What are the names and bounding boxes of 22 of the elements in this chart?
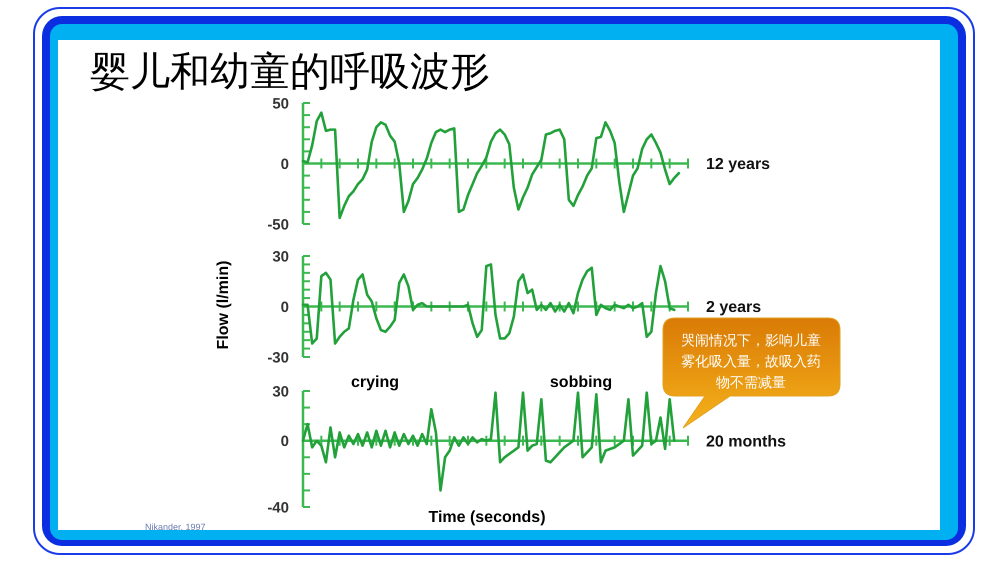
text: Nikander, 1997 [145,522,206,532]
chart-title: 婴儿和幼童的呼吸波形 [90,49,490,95]
y-axis-title: Flow (l/min) [215,260,232,350]
text: 12 years [706,156,770,174]
y-tick-label: 0 [280,298,289,316]
y-tick-label: -30 [267,349,289,366]
line-series [302,111,680,220]
y-tick-label: 30 [272,248,289,266]
text: 2 years [706,299,762,316]
y-tick-label: -50 [267,216,289,234]
y-tick-label: 0 [280,432,289,450]
y-tick-label: 30 [272,383,289,400]
text: 20 months [706,433,786,450]
y-tick-label: 50 [272,95,289,112]
annotation: 哭闹情况下，影响儿童雾化吸入量，故吸入药物不需减量 [681,333,821,391]
line-series [302,263,676,345]
y-tick-label: 0 [280,156,289,173]
text: crying [350,374,400,391]
y-tick-label: -40 [267,499,289,516]
x-axis-title: Time (seconds) [428,509,546,526]
text: sobbing [550,374,612,391]
line-series [302,391,676,492]
